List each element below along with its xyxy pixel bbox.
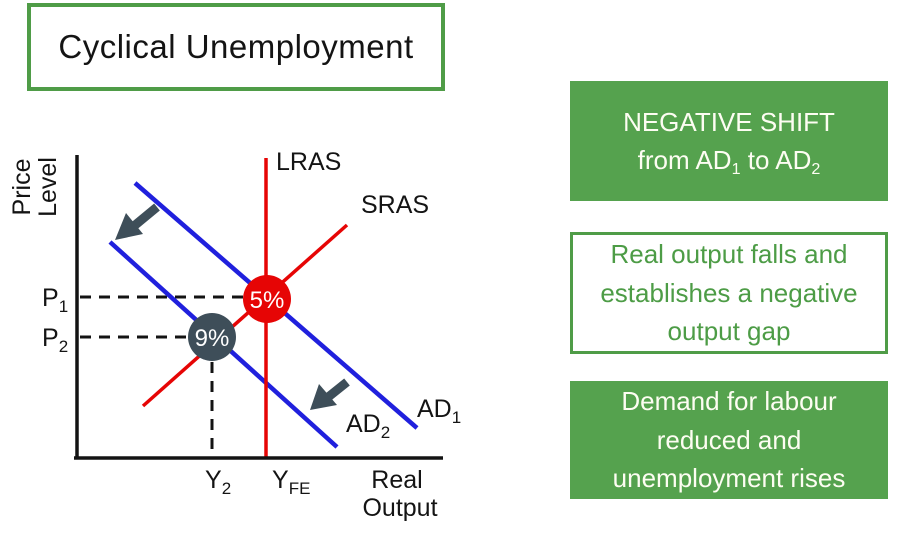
shift-arrow-lower <box>310 378 350 410</box>
high-rate-label: 9% <box>195 325 230 352</box>
y-axis-title-line2: Level <box>34 157 62 217</box>
info-line: Demand for labour <box>621 386 837 417</box>
p2-label: P2 <box>42 324 68 356</box>
info-line: Real output falls and <box>610 239 848 270</box>
info-box-real-output-gap: Real output falls and establishes a nega… <box>570 232 888 354</box>
info-box-negative-shift: NEGATIVE SHIFT from AD1 to AD2 <box>570 81 888 201</box>
info-line: establishes a negative <box>600 277 858 308</box>
y2-label: Y2 <box>205 466 231 498</box>
natural-rate-dot <box>243 275 291 323</box>
page-title: Cyclical Unemployment <box>58 28 414 65</box>
info-line: output gap <box>667 316 791 347</box>
shift-arrow-upper <box>115 203 160 240</box>
natural-rate-label: 5% <box>250 287 285 314</box>
info-box-labour-demand: Demand for labour reduced and unemployme… <box>570 381 888 499</box>
y-axis-title-line1: Price <box>8 159 36 216</box>
info-line: reduced and <box>656 424 802 455</box>
info-line: NEGATIVE SHIFT <box>623 106 835 137</box>
yfe-label: YFE <box>272 466 310 498</box>
p1-label: P1 <box>42 284 68 316</box>
high-rate-dot <box>188 313 236 361</box>
sras-curve <box>141 223 349 408</box>
x-axis-title-line2: Output <box>362 494 437 522</box>
ad1-label: AD1 <box>417 395 461 427</box>
info-line: unemployment rises <box>612 463 846 494</box>
ad2-label: AD2 <box>346 410 390 442</box>
x-axis-title-line1: Real <box>371 466 422 494</box>
ad-as-diagram: 5% 9% LRAS SRAS AD1 AD2 P1 P2 Y2 YFE Rea… <box>8 148 461 522</box>
title-box: Cyclical Unemployment <box>27 3 445 91</box>
sras-label: SRAS <box>361 191 429 219</box>
info-line: from AD1 to AD2 <box>637 145 821 178</box>
lras-label: LRAS <box>276 148 341 176</box>
